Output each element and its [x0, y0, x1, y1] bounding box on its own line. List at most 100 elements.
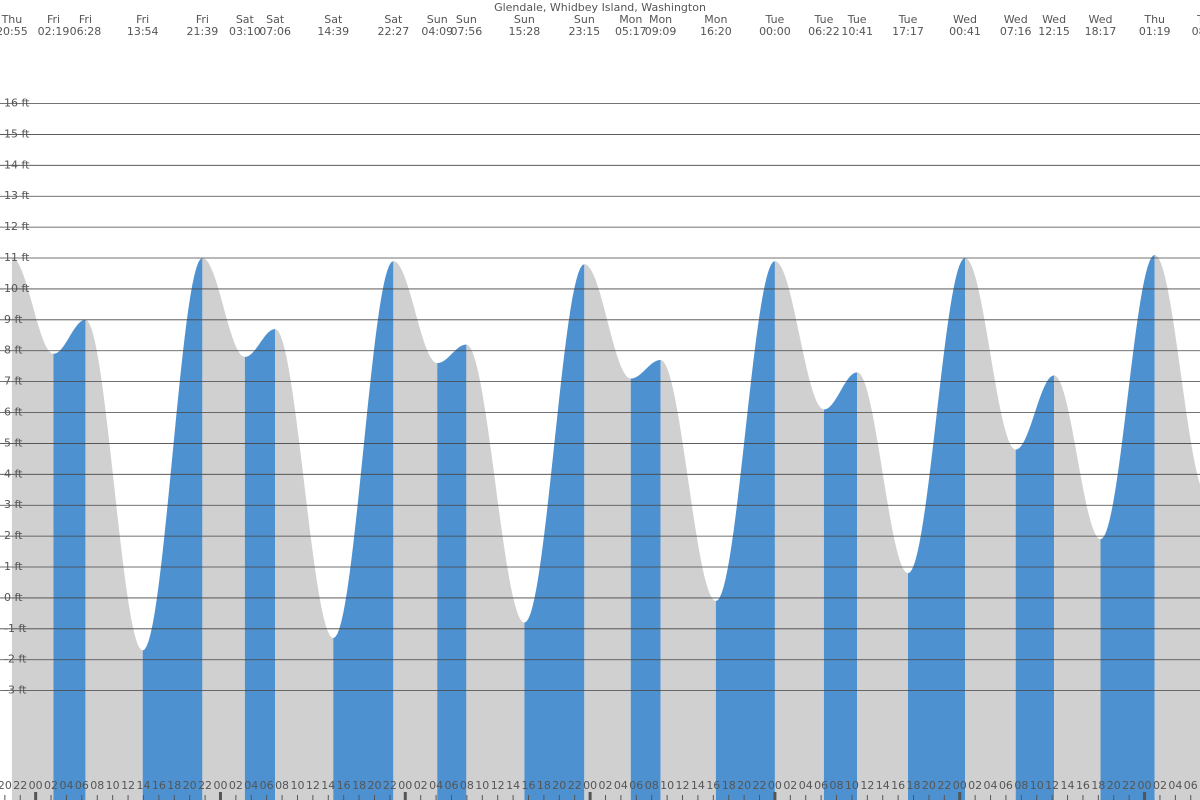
- extreme-time: 00:41: [949, 25, 981, 38]
- rising-area: [244, 329, 276, 800]
- extreme-time: 00:00: [759, 25, 791, 38]
- extreme-day: Sat: [266, 13, 285, 26]
- extreme-time: 07:56: [451, 25, 483, 38]
- x-tick-label: 00: [398, 779, 412, 792]
- x-tick-label: 16: [891, 779, 905, 792]
- falling-area: [1154, 254, 1200, 800]
- x-tick-label: 00: [768, 779, 782, 792]
- extreme-time: 04:09: [421, 25, 453, 38]
- y-tick-label: 12 ft: [4, 220, 30, 233]
- y-tick-label: 4 ft: [4, 467, 23, 480]
- y-tick-label: -2 ft: [4, 653, 27, 666]
- x-tick-label: 20: [367, 779, 381, 792]
- extreme-day: Thu: [1143, 13, 1165, 26]
- x-tick-label: 12: [860, 779, 874, 792]
- x-tick-label: 18: [1091, 779, 1105, 792]
- extreme-time: 08:10: [1192, 25, 1200, 38]
- x-tick-label: 22: [568, 779, 582, 792]
- x-tick-label: 12: [306, 779, 320, 792]
- x-tick-label: 08: [1014, 779, 1028, 792]
- extreme-day: Sun: [456, 13, 477, 26]
- x-tick-label: 10: [660, 779, 674, 792]
- y-tick-label: 11 ft: [4, 251, 30, 264]
- extreme-day: Wed: [953, 13, 977, 26]
- x-tick-label: 06: [444, 779, 458, 792]
- rising-area: [823, 372, 858, 800]
- falling-area: [857, 372, 909, 800]
- extreme-time: 22:27: [378, 25, 410, 38]
- extreme-time: 05:17: [615, 25, 647, 38]
- x-tick-label: 14: [136, 779, 150, 792]
- extreme-day: Sun: [574, 13, 595, 26]
- extreme-day: Tue: [765, 13, 785, 26]
- extreme-day: Sat: [236, 13, 255, 26]
- falling-area: [202, 258, 245, 800]
- rising-area: [630, 359, 661, 800]
- y-tick-label: -3 ft: [4, 684, 27, 697]
- x-tick-label: 12: [121, 779, 135, 792]
- falling-area: [1054, 375, 1101, 800]
- x-tick-label: 20: [737, 779, 751, 792]
- y-tick-label: 9 ft: [4, 313, 23, 326]
- extreme-time: 23:15: [568, 25, 600, 38]
- x-tick-label: 04: [244, 779, 258, 792]
- extreme-day: Tue: [898, 13, 918, 26]
- extreme-day: Mon: [649, 13, 672, 26]
- x-tick-label: 14: [876, 779, 890, 792]
- extreme-time: 06:22: [808, 25, 840, 38]
- x-tick-label: 16: [1076, 779, 1090, 792]
- extreme-day: Sat: [324, 13, 343, 26]
- x-tick-label: 14: [1061, 779, 1075, 792]
- x-tick-label: 08: [275, 779, 289, 792]
- x-tick-label: 22: [383, 779, 397, 792]
- x-tick-label: 06: [260, 779, 274, 792]
- labels: -3 ft -2 ft -1 ft 0 ft 1 ft 2 ft 3 ft 4 ft 5 ft 6…: [0, 13, 1200, 800]
- x-tick-label: 02: [1153, 779, 1167, 792]
- x-tick-label: 02: [783, 779, 797, 792]
- x-tick-label: 12: [491, 779, 505, 792]
- extreme-time: 18:17: [1085, 25, 1117, 38]
- x-tick-label: 18: [352, 779, 366, 792]
- x-tick-label: 08: [645, 779, 659, 792]
- x-tick-label: 10: [845, 779, 859, 792]
- x-tick-label: 04: [984, 779, 998, 792]
- x-tick-label: 06: [75, 779, 89, 792]
- x-tick-label: 04: [614, 779, 628, 792]
- x-tick-label: 14: [321, 779, 335, 792]
- extreme-day: Sat: [384, 13, 403, 26]
- rising-area: [524, 264, 585, 800]
- rising-area: [908, 258, 965, 800]
- extreme-time: 06:28: [70, 25, 102, 38]
- y-tick-label: 1 ft: [4, 560, 23, 573]
- extreme-day: Tue: [847, 13, 867, 26]
- rising-area: [53, 319, 86, 800]
- extreme-day: Mon: [619, 13, 642, 26]
- x-tick-label: 02: [968, 779, 982, 792]
- x-tick-label: 10: [290, 779, 304, 792]
- extreme-day: Wed: [1042, 13, 1066, 26]
- x-tick-label: 02: [599, 779, 613, 792]
- rising-area: [437, 344, 467, 800]
- x-tick-label: 22: [753, 779, 767, 792]
- extreme-time: 15:28: [509, 25, 541, 38]
- y-tick-label: 8 ft: [4, 344, 23, 357]
- extreme-time: 09:09: [645, 25, 677, 38]
- rising-area: [715, 261, 775, 800]
- y-tick-label: -1 ft: [4, 622, 27, 635]
- x-tick-label: 16: [337, 779, 351, 792]
- y-tick-label: 14 ft: [4, 158, 30, 171]
- y-tick-label: 16 ft: [4, 97, 30, 110]
- falling-area: [393, 261, 438, 800]
- falling-area: [660, 359, 716, 800]
- x-tick-label: 10: [475, 779, 489, 792]
- x-tick-label: 02: [414, 779, 428, 792]
- y-tick-label: 7 ft: [4, 375, 23, 388]
- x-tick-label: 16: [152, 779, 166, 792]
- tide-areas: [11, 254, 1200, 800]
- x-tick-label: 06: [814, 779, 828, 792]
- x-tick-label: 04: [429, 779, 443, 792]
- x-tick-label: 20: [922, 779, 936, 792]
- x-tick-label: 16: [521, 779, 535, 792]
